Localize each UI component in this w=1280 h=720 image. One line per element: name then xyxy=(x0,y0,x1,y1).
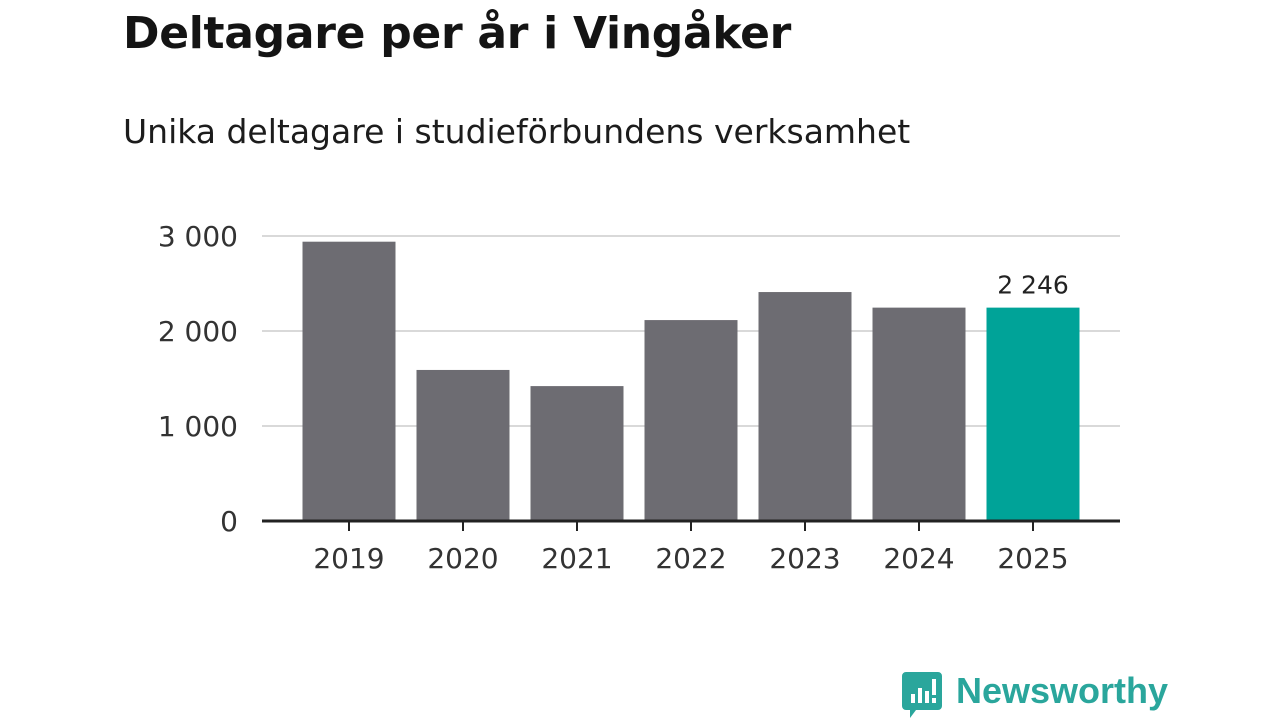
brand-name: Newsworthy xyxy=(956,670,1169,711)
x-tick-label: 2020 xyxy=(427,542,498,575)
y-tick-label: 2 000 xyxy=(158,315,238,348)
chart-title: Deltagare per år i Vingåker xyxy=(123,8,792,59)
bar-highlight xyxy=(986,307,1080,521)
newsworthy-logo: Newsworthy xyxy=(902,670,1168,720)
bar xyxy=(758,292,852,521)
labels: 0 1 000 2 000 3 000 2019 2020 2021 2022 2023 2024… xyxy=(158,220,1069,575)
bar xyxy=(644,320,738,521)
bar xyxy=(872,307,966,521)
bar xyxy=(302,241,396,521)
y-tick-label: 0 xyxy=(220,505,238,538)
x-tick-label: 2021 xyxy=(541,542,612,575)
newsworthy-logo-icon xyxy=(902,672,942,718)
x-tick-label: 2019 xyxy=(313,542,384,575)
x-tick-label: 2022 xyxy=(655,542,726,575)
chart-subtitle: Unika deltagare i studieförbundens verks… xyxy=(123,112,911,151)
x-tick-label: 2023 xyxy=(769,542,840,575)
y-tick-label: 1 000 xyxy=(158,410,238,443)
bar xyxy=(416,369,510,521)
x-tick-label: 2025 xyxy=(997,542,1068,575)
bar xyxy=(530,386,624,521)
bars xyxy=(302,241,1080,521)
y-tick-label: 3 000 xyxy=(158,220,238,253)
axes xyxy=(262,519,1120,531)
data-label: 2 246 xyxy=(997,271,1069,300)
x-tick-label: 2024 xyxy=(883,542,954,575)
